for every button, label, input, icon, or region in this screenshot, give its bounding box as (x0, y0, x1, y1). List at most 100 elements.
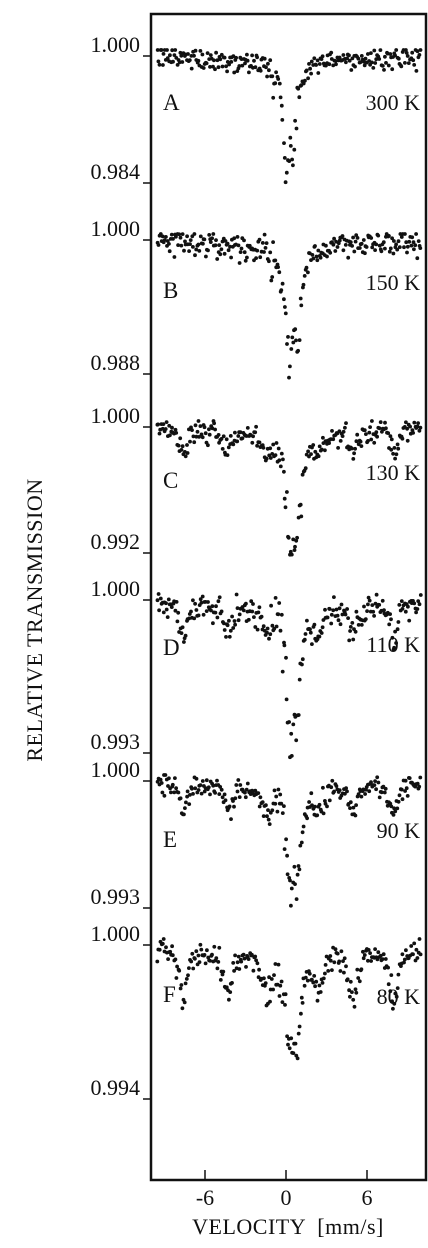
data-point (389, 804, 394, 809)
data-point (169, 790, 173, 795)
data-point (408, 424, 412, 429)
data-point (238, 783, 243, 787)
data-point (266, 808, 270, 812)
data-point (187, 802, 192, 806)
data-point (220, 795, 225, 800)
data-point (262, 976, 266, 981)
data-point (371, 66, 376, 70)
data-point (355, 236, 360, 240)
data-point (331, 242, 336, 247)
data-point (258, 68, 263, 73)
data-point (221, 434, 226, 439)
data-point (211, 64, 215, 69)
data-point (237, 612, 242, 617)
data-point (323, 799, 327, 803)
data-point (397, 603, 402, 607)
data-point (209, 608, 213, 613)
data-point (391, 813, 396, 817)
data-point (271, 442, 276, 447)
data-point (330, 778, 335, 783)
data-point (323, 607, 327, 612)
data-point (353, 64, 357, 69)
data-point (238, 250, 243, 255)
data-point (315, 998, 320, 1003)
data-point (340, 434, 345, 438)
data-point (388, 246, 393, 251)
data-point (245, 58, 250, 63)
data-point (187, 58, 192, 62)
data-point (202, 237, 207, 242)
data-point (359, 444, 364, 448)
data-point (351, 457, 356, 461)
plot-frame (149, 12, 428, 1182)
data-point (319, 631, 324, 635)
data-point (161, 610, 166, 615)
data-point (242, 250, 247, 255)
data-point (315, 637, 320, 642)
data-point (246, 957, 251, 961)
data-point (197, 435, 202, 439)
data-point (303, 78, 307, 83)
data-point (193, 601, 198, 606)
data-point (229, 60, 234, 64)
data-point (362, 63, 367, 68)
y-axis-labels: 1.000 0.984 1.000 0.988 1.000 0.992 1.000 0.993… (91, 32, 151, 1100)
data-point (337, 606, 342, 611)
data-point (228, 244, 232, 249)
data-point (243, 61, 247, 66)
data-point (402, 245, 406, 250)
data-point (258, 255, 263, 260)
data-point (206, 955, 211, 960)
data-point (268, 456, 273, 460)
data-point (317, 802, 322, 807)
data-point (313, 449, 318, 454)
data-point (315, 258, 320, 263)
data-point (289, 886, 294, 891)
data-point (409, 243, 414, 248)
data-point (268, 58, 273, 63)
data-point (269, 278, 274, 283)
data-point (224, 985, 229, 990)
data-point (180, 625, 185, 630)
data-point (335, 245, 340, 249)
data-point (236, 243, 241, 248)
data-point (215, 966, 220, 971)
data-point (323, 448, 327, 453)
y-tick-label-top: 1.000 (91, 921, 141, 946)
data-point (282, 640, 286, 645)
data-point (188, 439, 192, 444)
data-point (279, 451, 284, 456)
data-point (236, 434, 241, 438)
data-point (216, 65, 221, 70)
data-point (191, 245, 195, 249)
data-point (352, 451, 356, 456)
data-point (325, 804, 329, 809)
data-point (309, 791, 314, 796)
data-point (340, 234, 345, 238)
data-point (334, 607, 339, 612)
data-point (368, 951, 372, 955)
data-point (162, 238, 167, 243)
data-point (299, 303, 304, 308)
data-point (177, 232, 182, 237)
data-point (260, 800, 265, 804)
data-point (175, 619, 180, 624)
data-point (305, 978, 310, 983)
data-point (182, 640, 186, 644)
data-point (213, 243, 218, 248)
data-point (373, 61, 378, 65)
data-point (231, 626, 236, 630)
data-point (354, 609, 359, 614)
data-point (212, 58, 216, 63)
data-point (412, 63, 417, 67)
data-point (311, 443, 316, 447)
data-point (359, 54, 364, 58)
data-point (179, 243, 184, 248)
data-point (363, 56, 368, 61)
data-point (179, 448, 184, 452)
data-point (404, 51, 409, 55)
y-tick-label-bottom: 0.992 (91, 529, 141, 554)
data-point (289, 552, 294, 557)
data-point (227, 804, 232, 809)
data-point (305, 618, 309, 623)
